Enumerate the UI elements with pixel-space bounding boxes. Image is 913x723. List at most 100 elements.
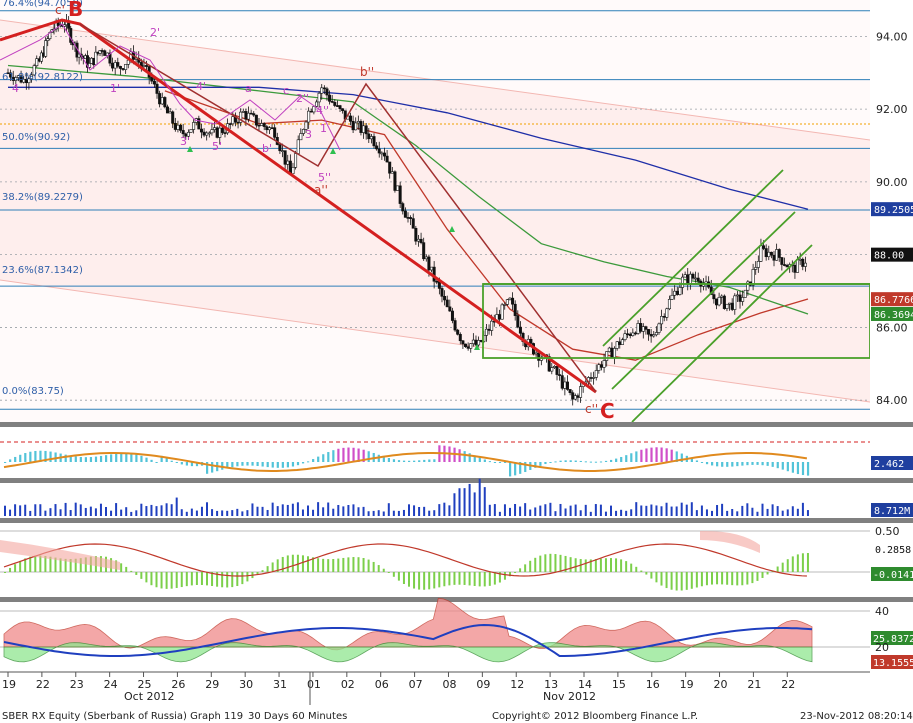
svg-text:25.8372: 25.8372 [873, 634, 913, 645]
candle-body [735, 294, 739, 297]
osc-bar [695, 572, 698, 588]
candle-body [215, 127, 219, 138]
volume-bar [125, 507, 128, 516]
osc-bar [549, 553, 552, 572]
macd-bar [317, 456, 320, 462]
osc-bar [478, 572, 481, 587]
candle-body [186, 132, 190, 137]
candle-body [534, 352, 538, 355]
volume-bar [271, 502, 274, 516]
osc-bar [680, 572, 683, 591]
osc-bar [84, 557, 87, 572]
volume-bar [791, 506, 794, 516]
candle-body [362, 125, 366, 133]
volume-bar [307, 505, 309, 516]
volume-bar [377, 510, 380, 516]
macd-bar [660, 447, 663, 462]
volume-bar [670, 506, 673, 516]
osc-bar [534, 557, 537, 572]
footer-timestamp: 23-Nov-2012 08:20:14 [800, 711, 913, 722]
candle-body [738, 294, 742, 302]
candle-body [628, 333, 632, 336]
macd-bar [357, 448, 360, 462]
volume-bar [589, 511, 592, 516]
candle-body [490, 320, 494, 331]
dmi-tag-lower: 13.1555 [871, 655, 913, 669]
volume-bar [625, 510, 628, 516]
candle-body [662, 316, 666, 318]
macd-bar [564, 460, 567, 462]
osc-bar [74, 558, 77, 572]
volume-bar [756, 511, 759, 516]
macd-bar [367, 451, 370, 462]
macd-bar [89, 457, 93, 462]
fib-label-382: 38.2%(89.2279) [2, 192, 83, 203]
candle-body [173, 122, 177, 130]
candle-body [657, 323, 661, 333]
candle-body [560, 375, 564, 389]
candle-body [610, 347, 614, 358]
candle-body [767, 251, 771, 258]
macd-bar [115, 453, 118, 462]
candle-body [503, 304, 507, 306]
volume-bar [110, 510, 113, 516]
macd-bar [236, 462, 239, 467]
candle-body [176, 124, 180, 130]
candle-body [69, 28, 73, 43]
volume-bar [594, 504, 597, 516]
candle-body [369, 136, 373, 140]
macd-bar [150, 459, 153, 462]
candle-body [121, 68, 125, 70]
candle-body [118, 66, 122, 69]
candle-body [435, 280, 439, 283]
volume-bar [160, 505, 163, 516]
macd-bar [584, 461, 587, 463]
macd-bar [604, 460, 608, 462]
candle-body [696, 277, 700, 282]
candle-body [85, 55, 89, 68]
macd-bar [736, 462, 739, 467]
candle-body [714, 298, 718, 306]
macd-line [3, 452, 808, 472]
volume-bar [211, 509, 214, 516]
candle-body [565, 381, 569, 390]
volume-bar [453, 493, 456, 516]
price-tag-label: 89.2505 [874, 205, 913, 216]
candle-body [550, 367, 554, 372]
osc-bar [604, 558, 607, 572]
price-tick-label: 92.00 [876, 103, 908, 116]
osc-bar [402, 572, 405, 584]
osc-bar [514, 572, 517, 573]
x-tick-label: 22 [781, 678, 795, 691]
candle-body [683, 274, 687, 278]
macd-bar [347, 447, 350, 462]
volume-bar [721, 503, 724, 516]
fib-label-618: 61.8%(92.8122) [2, 72, 83, 83]
wave-subdivision-lines [0, 23, 341, 151]
candle-body [116, 62, 120, 67]
candle-body [202, 131, 206, 136]
osc-bar [236, 572, 239, 587]
candle-body [620, 339, 624, 345]
volume-bar [665, 502, 668, 516]
candle-body [469, 343, 473, 349]
candle-body [500, 304, 504, 320]
fib-label-236: 23.6%(87.1342) [2, 265, 83, 276]
wave-label-b-prime: b' [262, 142, 272, 155]
x-tick-label: 25 [138, 678, 152, 691]
candle-body [639, 323, 643, 332]
macd-bar [120, 453, 123, 462]
macd-bar [589, 461, 592, 463]
volume-bar [402, 509, 405, 516]
candle-body [265, 126, 269, 131]
volume-bar [761, 503, 764, 516]
macd-bar [44, 450, 47, 462]
osc-bar [362, 558, 365, 572]
osc-bar [675, 572, 678, 591]
volume-bar [236, 508, 239, 516]
macd-bar [483, 459, 486, 462]
candle-body [113, 62, 117, 69]
candle-body [375, 145, 379, 150]
volume-bar [731, 508, 734, 516]
osc-bar [19, 560, 22, 572]
